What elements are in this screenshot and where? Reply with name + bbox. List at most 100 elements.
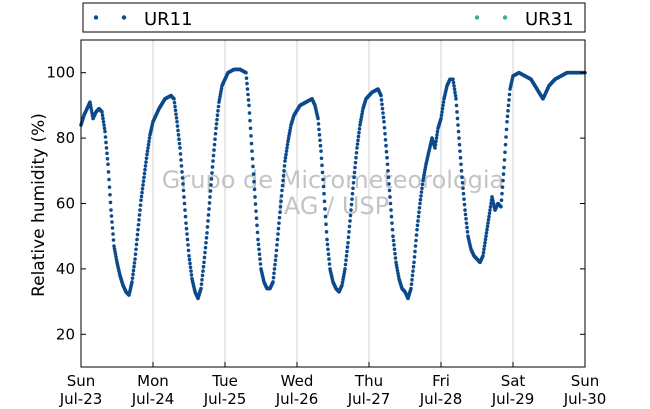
data-point-ur11 <box>173 104 177 109</box>
data-point-ur11 <box>179 158 183 162</box>
watermark-line-2: IAG / USP <box>277 192 389 220</box>
data-point-ur11 <box>504 127 509 132</box>
data-point-ur11 <box>203 245 208 250</box>
data-point-ur11 <box>251 172 256 176</box>
data-point-ur11 <box>282 164 287 168</box>
data-point-ur11 <box>383 131 387 136</box>
data-point-ur11 <box>189 269 193 273</box>
x-tick-label-day: Tue <box>211 372 238 390</box>
data-point-ur11 <box>453 90 457 95</box>
data-point-ur11 <box>276 226 281 231</box>
data-point-ur11 <box>254 209 258 213</box>
data-point-ur11 <box>211 159 215 163</box>
data-point-ur11 <box>396 274 401 278</box>
data-point-ur11 <box>382 119 386 124</box>
data-point-ur11 <box>461 191 466 196</box>
data-point-ur11 <box>143 167 147 172</box>
data-point-ur11 <box>325 242 330 247</box>
data-point-ur11 <box>380 102 384 107</box>
data-point-ur11 <box>219 89 223 94</box>
data-point-ur11 <box>288 125 293 130</box>
data-point-ur11 <box>134 242 139 247</box>
data-point-ur11 <box>147 136 152 140</box>
data-point-ur11 <box>102 126 107 131</box>
data-point-ur11 <box>217 97 222 102</box>
data-point-ur11 <box>175 119 179 124</box>
data-point-ur11 <box>465 225 469 230</box>
data-point-ur11 <box>343 267 347 271</box>
data-point-ur11 <box>462 202 467 207</box>
data-point-ur11 <box>105 157 110 161</box>
data-point-ur11 <box>451 80 456 85</box>
data-point-ur11 <box>433 142 438 147</box>
legend-marker-ur11-b <box>121 15 127 20</box>
data-point-ur11 <box>142 171 147 176</box>
data-point-ur11 <box>454 97 458 101</box>
data-point-ur11 <box>319 156 324 161</box>
data-point-ur11 <box>350 197 354 201</box>
x-tick-label-date: Jul-23 <box>59 390 103 408</box>
data-point-ur11 <box>106 170 111 174</box>
data-point-ur11 <box>391 238 396 243</box>
y-tick-label: 60 <box>56 195 75 213</box>
data-point-ur11 <box>211 153 216 158</box>
data-point-ur11 <box>434 139 438 144</box>
data-point-ur11 <box>185 232 189 236</box>
data-point-ur11 <box>355 142 360 146</box>
x-tick-label-date: Jul-25 <box>203 390 247 408</box>
data-point-ur11 <box>349 202 354 207</box>
data-point-ur11 <box>189 273 194 277</box>
data-point-ur11 <box>138 203 143 207</box>
data-point-ur11 <box>500 185 505 189</box>
data-point-ur11 <box>201 264 206 269</box>
x-tick-label-day: Sun <box>67 372 96 390</box>
data-point-ur11 <box>287 131 292 135</box>
data-point-ur11 <box>394 263 399 267</box>
data-point-ur11 <box>324 230 329 234</box>
data-point-ur11 <box>456 129 461 134</box>
data-point-ur11 <box>280 188 284 193</box>
data-point-ur11 <box>384 149 389 154</box>
data-point-ur11 <box>507 92 512 97</box>
data-point-ur11 <box>505 114 510 119</box>
data-point-ur11 <box>272 267 277 271</box>
data-point-ur11 <box>422 170 427 175</box>
data-point-ur11 <box>199 282 204 286</box>
data-point-ur11 <box>347 230 351 234</box>
data-point-ur11 <box>503 150 507 155</box>
data-point-ur11 <box>327 262 332 266</box>
data-point-ur11 <box>350 191 355 196</box>
data-point-ur11 <box>354 155 358 160</box>
data-point-ur11 <box>271 275 276 280</box>
data-point-ur11 <box>187 254 191 258</box>
data-point-ur11 <box>394 260 398 265</box>
data-point-ur11 <box>386 169 390 173</box>
data-point-ur11 <box>132 261 137 265</box>
data-point-ur11 <box>107 185 112 189</box>
data-point-ur11 <box>249 141 254 146</box>
data-point-ur11 <box>141 183 145 187</box>
x-tick-label-day: Wed <box>281 372 314 390</box>
data-point-ur11 <box>393 256 398 260</box>
data-point-ur11 <box>379 98 384 102</box>
data-point-ur11 <box>391 234 395 238</box>
data-point-ur11 <box>459 162 463 167</box>
data-point-ur11 <box>145 149 150 153</box>
data-point-ur11 <box>501 172 506 176</box>
data-point-ur11 <box>358 120 363 125</box>
data-point-ur11 <box>137 213 142 217</box>
data-point-ur11 <box>206 213 211 217</box>
data-point-ur11 <box>217 100 221 104</box>
data-point-ur11 <box>413 244 418 248</box>
data-point-ur11 <box>283 155 288 160</box>
data-point-ur11 <box>416 214 421 219</box>
legend-marker-ur31-a <box>474 15 480 20</box>
data-point-ur11 <box>389 208 393 212</box>
data-point-ur11 <box>178 146 182 150</box>
data-point-ur11 <box>488 204 493 209</box>
legend: UR11 UR31 <box>82 2 586 33</box>
data-point-ur11 <box>88 103 93 107</box>
data-point-ur11 <box>351 186 355 191</box>
data-point-ur11 <box>379 93 383 98</box>
data-point-ur11 <box>89 108 94 113</box>
